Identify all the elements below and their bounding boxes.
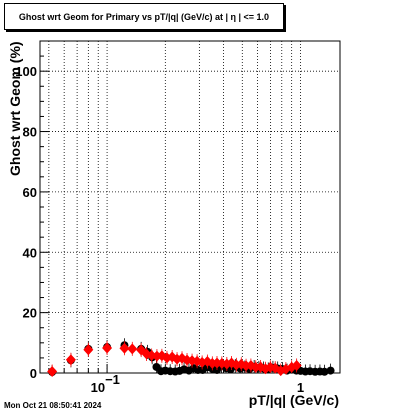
data-point-red <box>127 343 138 355</box>
data-point-red <box>250 361 261 373</box>
label-layer: 0 20 40 60 80 100 10−1 1 <box>15 64 304 395</box>
x-tick-exponent: −1 <box>105 372 120 387</box>
y-tick-label: 20 <box>23 306 37 321</box>
data-point-black <box>320 367 329 376</box>
x-axis-title: pT/|q| (GeV/c) <box>249 392 339 408</box>
tick-layer <box>40 55 302 374</box>
y-tick-label: 40 <box>23 245 37 260</box>
data-point-red <box>119 342 130 354</box>
x-tick-label: 1 <box>297 380 304 395</box>
data-point-red <box>83 344 94 356</box>
x-tick-label: 10 <box>91 380 105 395</box>
chart-title: Ghost wrt Geom for Primary vs pT/|q| (Ge… <box>18 12 270 22</box>
y-tick-label: 0 <box>30 366 37 381</box>
data-point-red <box>65 354 76 366</box>
y-axis-title: Ghost wrt Geom (%) <box>7 41 23 176</box>
plot-frame <box>39 40 341 374</box>
chart-title-box: Ghost wrt Geom for Primary vs pT/|q| (Ge… <box>4 3 284 30</box>
grid-layer <box>40 41 340 374</box>
data-layer <box>47 338 335 377</box>
data-point-black <box>326 366 335 375</box>
y-tick-label: 60 <box>23 185 37 200</box>
timestamp: Mon Oct 21 08:50:41 2024 <box>4 401 102 410</box>
y-tick-label: 80 <box>23 125 37 140</box>
data-point-red <box>291 359 302 371</box>
y-tick-label: 100 <box>15 64 37 79</box>
data-point-red <box>47 365 58 377</box>
data-point-red <box>102 342 113 354</box>
